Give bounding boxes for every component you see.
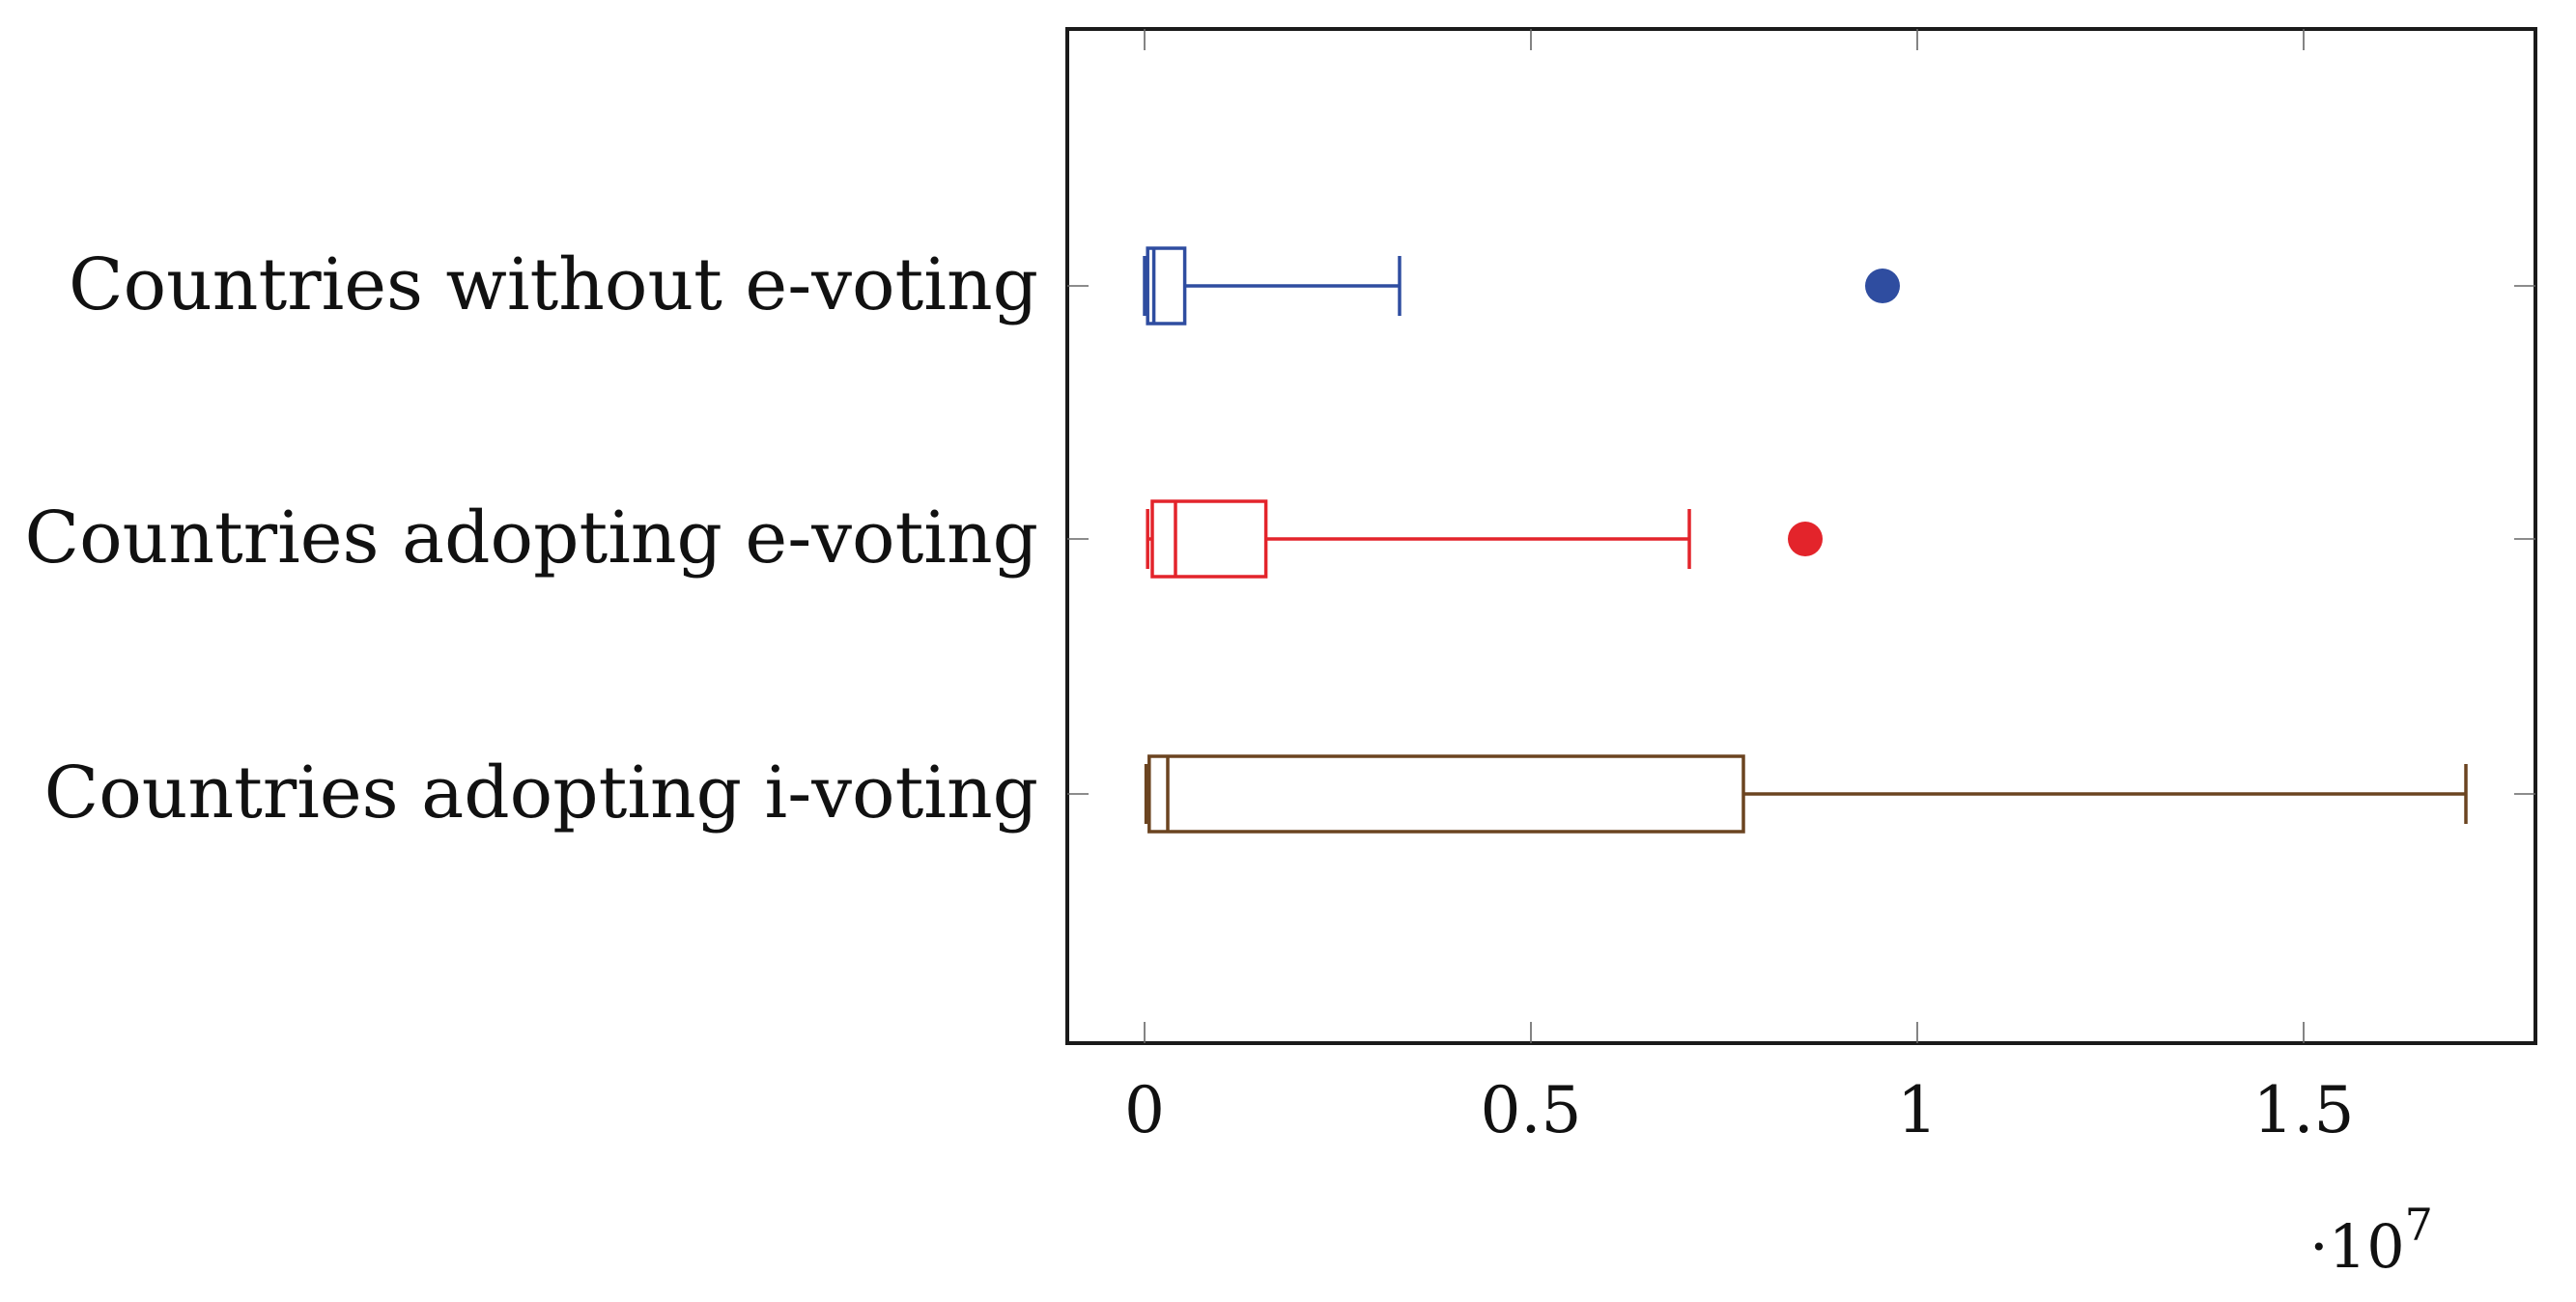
x-tick-label: 0 xyxy=(1124,1073,1165,1147)
x-multiplier-exponent: 7 xyxy=(2405,1199,2433,1251)
boxplot-series xyxy=(1146,499,1823,579)
boxplot-series xyxy=(1144,754,2468,834)
ticks-layer xyxy=(1067,29,2535,1043)
x-axis-multiplier: ·107 xyxy=(2309,1199,2433,1282)
x-tick-label: 1.5 xyxy=(2253,1073,2355,1147)
outlier-point xyxy=(1865,269,1900,303)
x-multiplier-base: ·10 xyxy=(2309,1211,2405,1282)
category-label: Countries adopting e-voting xyxy=(24,496,1038,580)
boxes-layer xyxy=(1143,246,2468,834)
x-tick-labels: 0 0.5 1 1.5 xyxy=(1124,1073,2354,1147)
x-tick-label: 0.5 xyxy=(1481,1073,1582,1147)
outlier-point xyxy=(1788,522,1823,556)
boxplot-series xyxy=(1143,246,1900,326)
plot-frame xyxy=(1065,27,2537,1045)
box-iqr xyxy=(1147,754,1745,834)
category-label: Countries without e-voting xyxy=(69,243,1038,326)
category-label: Countries adopting i-voting xyxy=(44,751,1038,835)
box-iqr xyxy=(1150,499,1268,579)
category-labels: Countries without e-voting Countries adop… xyxy=(24,243,1038,835)
x-tick-label: 1 xyxy=(1897,1073,1938,1147)
